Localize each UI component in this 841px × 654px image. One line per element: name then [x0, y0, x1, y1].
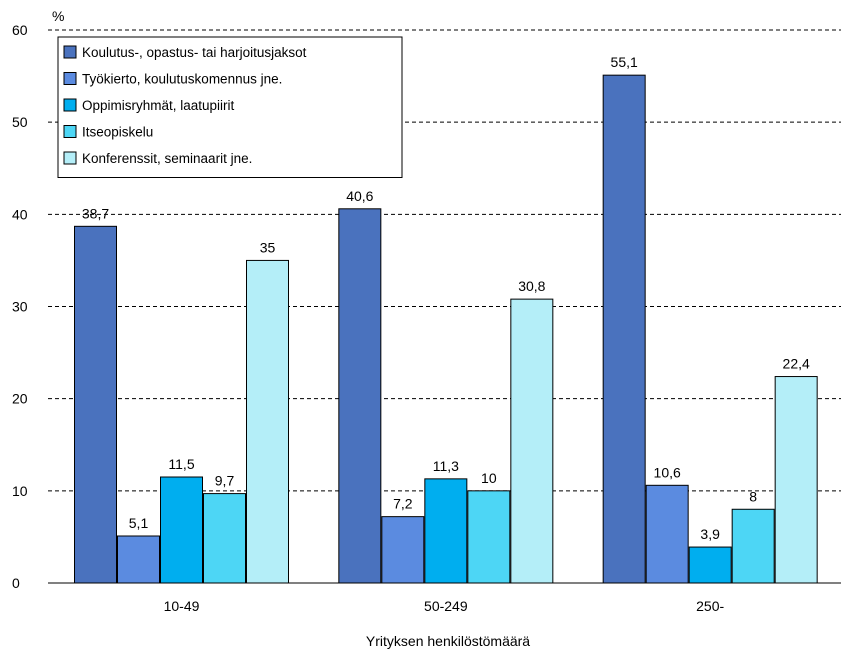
data-label: 3,9	[700, 526, 720, 542]
data-label: 11,3	[433, 458, 459, 474]
legend-label: Itseopiskelu	[82, 125, 153, 140]
bar	[602, 74, 646, 584]
x-tick-label: 250-	[696, 598, 724, 614]
legend-label: Koulutus-, opastus- tai harjoitusjaksot	[82, 45, 307, 60]
y-tick-label: 60	[12, 22, 28, 38]
bar	[246, 259, 289, 584]
y-tick-label: 40	[12, 206, 28, 222]
data-label: 8	[749, 488, 757, 504]
y-tick-label: 10	[12, 483, 28, 499]
y-axis-label: %	[52, 8, 64, 24]
data-label: 40,6	[346, 188, 373, 204]
legend: Koulutus-, opastus- tai harjoitusjaksot T…	[57, 36, 403, 178]
data-label: 30,8	[518, 278, 545, 294]
axes: 0 10 20 30 40 50 60 10-49 50-249 250-	[12, 22, 841, 614]
data-label: 7,2	[393, 496, 413, 512]
bars	[74, 74, 818, 584]
data-labels: 38,7 5,1 11,5 9,7 35 40,6 7,2 11,3 10 30,8 55,1 10,…	[82, 54, 810, 542]
legend-swatch	[63, 45, 77, 59]
bar	[74, 225, 117, 584]
bar	[338, 208, 382, 584]
bar	[117, 535, 160, 584]
y-tick-label: 0	[12, 575, 20, 591]
y-tick-label: 20	[12, 391, 28, 407]
data-label: 11,5	[168, 456, 194, 472]
legend-swatch	[63, 72, 77, 85]
bar	[381, 516, 425, 584]
bar	[731, 508, 775, 584]
data-label: 22,4	[783, 356, 810, 372]
bar	[424, 478, 468, 584]
legend-swatch	[63, 98, 77, 112]
data-label: 55,1	[611, 54, 638, 70]
y-tick-label: 50	[12, 114, 28, 130]
legend-swatch	[63, 125, 77, 138]
data-label: 5,1	[129, 515, 149, 531]
data-label: 38,7	[82, 205, 109, 221]
bar	[160, 476, 203, 584]
legend-label: Oppimisryhmät, laatupiirit	[82, 98, 235, 113]
data-label: 35	[260, 239, 276, 255]
legend-swatch	[63, 151, 77, 165]
legend-label: Työkierto, koulutuskomennus jne.	[82, 72, 282, 87]
x-axis-label: Yrityksen henkilöstömäärä	[366, 633, 530, 649]
bar	[467, 490, 511, 584]
x-tick-label: 50-249	[424, 598, 468, 614]
bar	[688, 546, 732, 584]
y-tick-label: 30	[12, 299, 28, 315]
bar	[510, 298, 554, 584]
legend-label: Konferenssit, seminaarit jne.	[82, 151, 252, 166]
bar	[203, 493, 246, 584]
data-label: 10	[481, 470, 497, 486]
x-tick-label: 10-49	[164, 598, 200, 614]
data-label: 10,6	[654, 464, 681, 480]
bar	[645, 484, 689, 584]
bar	[774, 376, 818, 584]
legend-box	[57, 36, 403, 178]
data-label: 9,7	[215, 473, 235, 489]
